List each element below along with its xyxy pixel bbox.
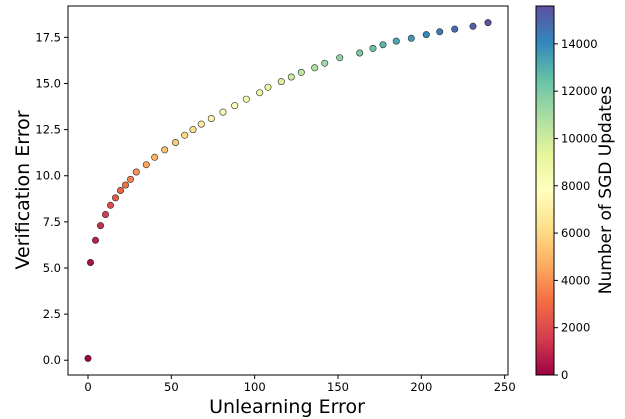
y-tick-label-4: 10.0 bbox=[35, 169, 61, 183]
colorbar-tick-label-5: 10000 bbox=[561, 131, 598, 145]
data-point-30 bbox=[356, 49, 364, 57]
data-point-23 bbox=[264, 83, 272, 91]
data-point-6 bbox=[112, 194, 120, 202]
data-point-32 bbox=[379, 41, 387, 49]
y-axis-label: Verification Error bbox=[12, 110, 34, 269]
data-point-38 bbox=[469, 22, 477, 30]
x-axis-label: Unlearning Error bbox=[209, 396, 365, 418]
colorbar-tick-label-4: 8000 bbox=[561, 179, 590, 193]
colorbar-label: Number of SGD Updates bbox=[596, 86, 616, 295]
x-tick-label-2: 100 bbox=[244, 380, 266, 394]
data-point-36 bbox=[436, 28, 444, 36]
y-tick-label-6: 15.0 bbox=[35, 76, 61, 90]
data-point-7 bbox=[117, 187, 125, 195]
data-point-10 bbox=[132, 168, 140, 176]
y-tick-label-1: 2.5 bbox=[43, 307, 61, 321]
x-tick-label-4: 200 bbox=[410, 380, 432, 394]
colorbar-frame bbox=[535, 5, 555, 376]
colorbar-tick-label-0: 0 bbox=[561, 368, 568, 382]
colorbar-tick-label-3: 6000 bbox=[561, 226, 590, 240]
data-point-39 bbox=[484, 19, 492, 27]
x-tick-label-3: 150 bbox=[327, 380, 349, 394]
data-point-8 bbox=[122, 181, 130, 189]
data-point-22 bbox=[256, 89, 264, 97]
data-point-18 bbox=[207, 115, 215, 123]
axes: 0 50 100 150 200 250 0.0 2.5 5.0 7.5 10.0 12.5 15.0 1… bbox=[35, 5, 516, 394]
data-point-14 bbox=[172, 139, 180, 147]
colorbar-tick-label-7: 14000 bbox=[561, 37, 598, 51]
data-point-37 bbox=[451, 25, 459, 33]
data-points bbox=[84, 19, 492, 362]
data-point-31 bbox=[369, 44, 377, 52]
data-point-12 bbox=[151, 153, 159, 161]
data-point-15 bbox=[181, 131, 189, 139]
data-point-27 bbox=[311, 64, 319, 72]
colorbar-tick-label-1: 2000 bbox=[561, 321, 590, 335]
data-point-24 bbox=[277, 78, 285, 86]
x-tick-label-5: 250 bbox=[494, 380, 516, 394]
data-point-0 bbox=[84, 354, 92, 362]
data-point-13 bbox=[161, 146, 169, 154]
data-point-28 bbox=[321, 59, 329, 67]
data-point-29 bbox=[336, 54, 344, 62]
y-tick-label-3: 7.5 bbox=[43, 215, 61, 229]
data-point-35 bbox=[422, 31, 430, 39]
x-tick-label-0: 0 bbox=[84, 380, 91, 394]
y-tick-label-7: 17.5 bbox=[35, 30, 61, 44]
colorbar: 0 2000 4000 6000 8000 10000 12000 14000 bbox=[535, 5, 598, 382]
plot-frame bbox=[67, 5, 509, 376]
data-point-5 bbox=[107, 201, 115, 209]
data-point-25 bbox=[287, 73, 295, 81]
data-point-26 bbox=[297, 68, 305, 76]
data-point-11 bbox=[142, 161, 150, 169]
colorbar-tick-label-2: 4000 bbox=[561, 273, 590, 287]
y-tick-label-5: 12.5 bbox=[35, 123, 61, 137]
data-point-34 bbox=[407, 34, 415, 42]
y-tick-label-0: 0.0 bbox=[43, 353, 61, 367]
data-point-17 bbox=[197, 120, 205, 128]
data-point-21 bbox=[242, 95, 250, 103]
data-point-4 bbox=[102, 211, 110, 219]
y-tick-label-2: 5.0 bbox=[43, 261, 61, 275]
colorbar-gradient bbox=[536, 6, 554, 375]
data-point-20 bbox=[231, 102, 239, 110]
data-point-9 bbox=[127, 175, 135, 183]
colorbar-tick-label-6: 12000 bbox=[561, 84, 598, 98]
plot-background bbox=[68, 6, 508, 375]
data-point-2 bbox=[92, 236, 100, 244]
data-point-16 bbox=[189, 126, 197, 134]
data-point-19 bbox=[219, 108, 227, 116]
plot-area bbox=[68, 6, 508, 375]
data-point-3 bbox=[97, 222, 105, 230]
data-point-33 bbox=[392, 37, 400, 45]
x-tick-label-1: 50 bbox=[164, 380, 179, 394]
data-point-1 bbox=[87, 258, 95, 266]
